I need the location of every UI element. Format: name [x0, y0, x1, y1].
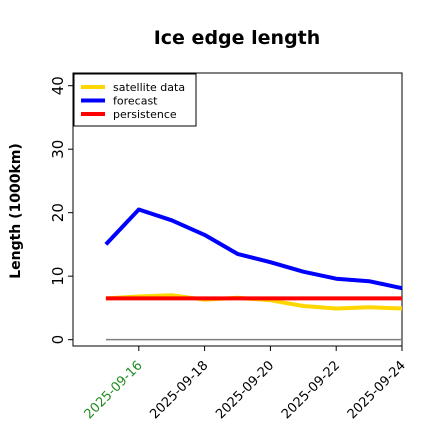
legend-label: satellite data — [113, 81, 185, 94]
legend-label: forecast — [113, 95, 158, 108]
chart-title: Ice edge length — [154, 27, 321, 49]
x-tick-label: 2025-09-24 — [345, 358, 409, 422]
x-tick-label: 2025-09-20 — [213, 358, 277, 422]
x-tick-label: 2025-09-18 — [147, 358, 211, 422]
series-line-forecast — [104, 207, 403, 291]
x-tick-label: 2025-09-16 — [82, 358, 146, 422]
y-axis-label: Length (1000km) — [8, 143, 24, 279]
y-tick-label: 20 — [49, 203, 67, 222]
legend-label: persistence — [113, 108, 177, 121]
plot-frame — [72, 72, 403, 347]
y-tick-label: 40 — [49, 76, 67, 95]
y-tick-label: 30 — [49, 140, 67, 159]
y-tick-label: 0 — [49, 335, 67, 345]
x-tick-label: 2025-09-22 — [279, 358, 343, 422]
y-tick-label: 10 — [49, 267, 67, 286]
